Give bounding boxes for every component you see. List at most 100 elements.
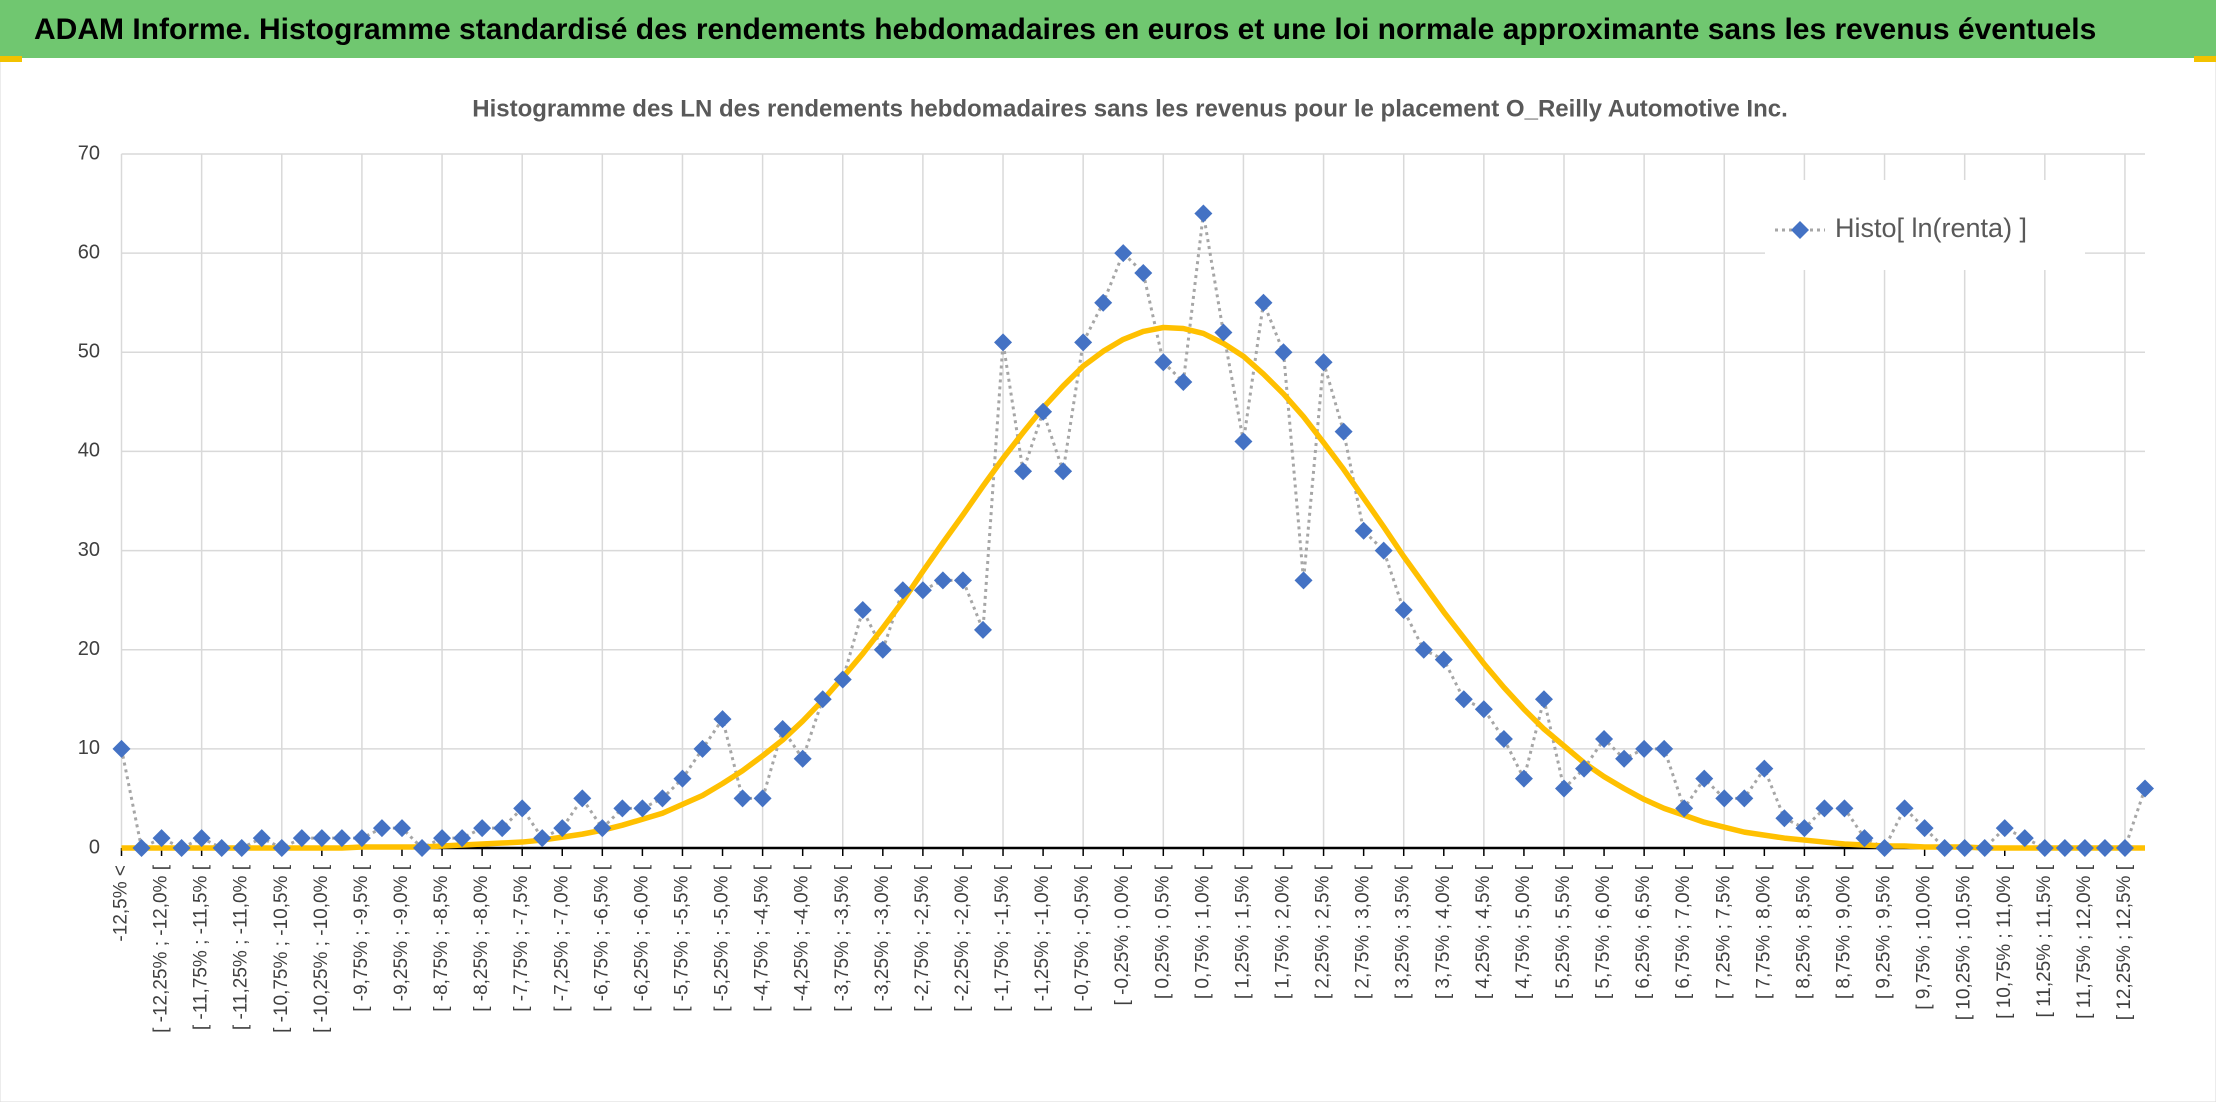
x-tick-label: [ -9,75% ; -9,5% [ (351, 864, 372, 1012)
x-tick-label: [ 0,25% ; 0,5% [ (1152, 864, 1173, 999)
point (433, 829, 452, 848)
point (1635, 739, 1654, 758)
y-tick-label: 20 (78, 638, 100, 660)
point (933, 571, 952, 590)
x-tick-label: [ 6,25% ; 6,5% [ (1633, 864, 1654, 999)
point (2095, 839, 2114, 857)
point (392, 819, 411, 838)
point (152, 829, 171, 848)
point (112, 739, 131, 758)
x-tick-label: [ 11,75% ; 12,0% [ (2074, 864, 2095, 1019)
point (332, 829, 351, 848)
point (1915, 819, 1934, 838)
x-tick-label: [ 9,75% ; 10,0% [ (1914, 864, 1935, 1009)
point (1875, 839, 1894, 857)
point (713, 710, 732, 729)
point (1695, 769, 1714, 788)
point (1815, 799, 1834, 818)
point (973, 620, 992, 639)
point (372, 819, 391, 838)
point (1895, 799, 1914, 818)
point (1615, 749, 1634, 768)
point (513, 799, 532, 818)
point (1374, 541, 1393, 560)
chart-title: Histogramme des LN des rendements hebdom… (472, 95, 1788, 122)
x-tick-label: [ -11,75% ; -11,5% [ (191, 864, 212, 1030)
x-tick-label: [ 1,25% ; 1,5% [ (1232, 864, 1253, 999)
point (1795, 819, 1814, 838)
point (312, 829, 331, 848)
x-tick-label: [ 3,75% ; 4,0% [ (1433, 864, 1454, 999)
x-tick-label: [ 8,25% ; 8,5% [ (1793, 864, 1814, 999)
point (2115, 839, 2134, 857)
y-tick-label: 50 (78, 341, 100, 363)
point (1554, 779, 1573, 798)
point (793, 749, 812, 768)
point (753, 789, 772, 808)
page-title: ADAM Informe. Histogramme standardisé de… (34, 13, 2096, 46)
point (853, 601, 872, 620)
point (1054, 462, 1073, 481)
y-tick-label: 40 (78, 440, 100, 462)
x-tick-label: [ -4,25% ; -4,0% [ (792, 864, 813, 1012)
x-tick-label: [ -1,75% ; -1,5% [ (992, 864, 1013, 1012)
point (1194, 204, 1213, 223)
point (573, 789, 592, 808)
x-tick-label: [ 4,25% ; 4,5% [ (1473, 864, 1494, 999)
point (1214, 323, 1233, 342)
x-tick-label: [ 8,75% ; 9,0% [ (1833, 864, 1854, 999)
x-tick-label: [ 2,75% ; 3,0% [ (1353, 864, 1374, 999)
x-tick-label: [ 3,25% ; 3,5% [ (1393, 864, 1414, 999)
x-tick-label: [ -10,25% ; -10,0% [ (311, 864, 332, 1033)
point (1094, 293, 1113, 312)
point (132, 839, 151, 857)
x-tick-label: [ -3,75% ; -3,5% [ (832, 864, 853, 1012)
point (1014, 462, 1033, 481)
point (633, 799, 652, 818)
point (873, 640, 892, 659)
point (1234, 432, 1253, 451)
header-band (0, 0, 2216, 58)
point (1314, 353, 1333, 372)
point (613, 799, 632, 818)
point (473, 819, 492, 838)
point (1434, 650, 1453, 669)
y-tick-label: 30 (78, 539, 100, 561)
x-tick-label: [ 4,75% ; 5,0% [ (1513, 864, 1534, 999)
point (1735, 789, 1754, 808)
point (1715, 789, 1734, 808)
x-tick-label: [ 0,75% ; 1,0% [ (1192, 864, 1213, 999)
point (172, 839, 191, 857)
y-tick-label: 10 (78, 737, 100, 759)
x-tick-label: [ -0,25% ; 0,0% [ (1112, 864, 1133, 1005)
point (1154, 353, 1173, 372)
point (272, 839, 291, 857)
point (833, 670, 852, 689)
point (533, 829, 552, 848)
point (953, 571, 972, 590)
x-tick-label: [ 9,25% ; 9,5% [ (1874, 864, 1895, 999)
point (1474, 700, 1493, 719)
x-tick-label: [ -11,25% ; -11,0% [ (231, 864, 252, 1030)
point (192, 829, 211, 848)
point (994, 333, 1013, 352)
x-tick-label: [ -1,25% ; -1,0% [ (1032, 864, 1053, 1012)
plot (112, 204, 2154, 857)
x-tick-label: [ -0,75% ; -0,5% [ (1072, 864, 1093, 1012)
point (1454, 690, 1473, 709)
point (2055, 839, 2074, 857)
point (1254, 293, 1273, 312)
point (1955, 839, 1974, 857)
point (1334, 422, 1353, 441)
y-tick-label: 70 (78, 142, 100, 164)
point (1575, 759, 1594, 778)
x-tick-label: [ -2,25% ; -2,0% [ (952, 864, 973, 1012)
x-tick-label: [ -12,25% ; -12,0% [ (151, 864, 172, 1033)
point (1675, 799, 1694, 818)
x-tick-label: [ 7,75% ; 8,0% [ (1753, 864, 1774, 999)
x-tick-label: [ -8,25% ; -8,0% [ (471, 864, 492, 1012)
point (593, 819, 612, 838)
x-tick-label: [ 1,75% ; 2,0% [ (1273, 864, 1294, 999)
